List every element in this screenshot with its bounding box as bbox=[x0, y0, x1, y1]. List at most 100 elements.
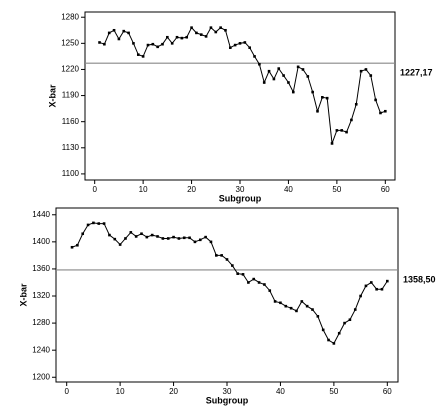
point bbox=[215, 254, 218, 257]
point bbox=[380, 287, 384, 291]
point bbox=[204, 235, 207, 239]
y-axis-label: X-bar bbox=[18, 283, 28, 307]
point bbox=[97, 222, 101, 225]
point bbox=[311, 308, 314, 311]
point bbox=[253, 55, 256, 58]
point bbox=[102, 222, 106, 225]
point bbox=[252, 277, 256, 281]
point bbox=[241, 273, 245, 276]
point bbox=[272, 77, 276, 81]
x-tick-label: 60 bbox=[383, 387, 392, 396]
x-tick-label: 10 bbox=[116, 387, 125, 396]
y-tick-label: 1440 bbox=[32, 210, 50, 219]
point bbox=[364, 68, 368, 71]
point bbox=[364, 284, 368, 288]
point bbox=[311, 90, 314, 94]
point bbox=[188, 236, 191, 240]
y-tick-label: 1160 bbox=[62, 117, 80, 126]
point bbox=[199, 33, 203, 36]
point bbox=[136, 53, 140, 56]
point bbox=[258, 62, 261, 66]
x-tick-label: 50 bbox=[329, 387, 338, 396]
point bbox=[209, 26, 213, 29]
y-tick-label: 1280 bbox=[32, 318, 50, 327]
y-tick-label: 1400 bbox=[32, 237, 50, 246]
point bbox=[151, 42, 155, 46]
point bbox=[386, 279, 389, 283]
point bbox=[198, 238, 202, 242]
point bbox=[301, 68, 305, 71]
point bbox=[229, 46, 232, 49]
point bbox=[325, 96, 329, 100]
point bbox=[348, 318, 352, 322]
y-tick-label: 1240 bbox=[32, 345, 50, 354]
point bbox=[243, 41, 247, 44]
point bbox=[161, 42, 164, 46]
point bbox=[193, 240, 197, 244]
point bbox=[220, 254, 223, 257]
point bbox=[384, 109, 387, 113]
point bbox=[359, 69, 363, 73]
point bbox=[268, 289, 272, 292]
point bbox=[354, 102, 358, 106]
y-tick-label: 1250 bbox=[61, 38, 79, 47]
x-tick-label: 20 bbox=[169, 387, 178, 396]
point bbox=[134, 235, 138, 238]
point bbox=[330, 142, 334, 145]
point bbox=[321, 328, 325, 332]
center-label: 1358,50 bbox=[403, 274, 436, 284]
point bbox=[350, 118, 353, 122]
point bbox=[156, 45, 159, 49]
point bbox=[150, 233, 154, 237]
point bbox=[248, 46, 251, 49]
x-tick-label: 0 bbox=[64, 387, 69, 396]
y-tick-label: 1220 bbox=[61, 65, 79, 74]
point bbox=[214, 30, 218, 34]
point bbox=[375, 287, 378, 291]
point bbox=[161, 237, 165, 240]
x-axis-label: Subgroup bbox=[219, 193, 262, 203]
plot-frame bbox=[55, 207, 399, 383]
y-tick-label: 1320 bbox=[32, 291, 50, 300]
point bbox=[369, 74, 373, 77]
point bbox=[284, 304, 288, 308]
point bbox=[76, 243, 79, 247]
y-tick-label: 1100 bbox=[62, 169, 80, 178]
x-tick-label: 20 bbox=[187, 185, 196, 194]
point bbox=[374, 98, 377, 102]
point bbox=[238, 42, 242, 45]
point bbox=[124, 237, 127, 240]
point bbox=[141, 55, 145, 58]
point bbox=[129, 231, 133, 234]
x-axis-label: Subgroup bbox=[206, 395, 249, 405]
point bbox=[327, 338, 330, 342]
point bbox=[209, 240, 213, 244]
point bbox=[262, 81, 266, 84]
point bbox=[180, 36, 184, 40]
point bbox=[289, 306, 293, 310]
y-axis-label: X-bar bbox=[47, 84, 57, 108]
x-tick-label: 40 bbox=[276, 387, 285, 396]
x-tick-label: 30 bbox=[236, 185, 245, 194]
point bbox=[306, 75, 310, 78]
point bbox=[321, 96, 324, 99]
x-tick-label: 50 bbox=[332, 185, 341, 194]
point bbox=[335, 129, 339, 132]
point bbox=[98, 41, 101, 44]
point bbox=[195, 31, 198, 35]
x-tick-label: 0 bbox=[92, 185, 97, 194]
point bbox=[112, 28, 116, 32]
point bbox=[277, 67, 281, 70]
y-tick-label: 1200 bbox=[32, 372, 50, 381]
point bbox=[343, 321, 346, 325]
point bbox=[170, 42, 174, 45]
point bbox=[103, 42, 106, 46]
point bbox=[353, 308, 357, 311]
point bbox=[172, 235, 175, 239]
point bbox=[247, 281, 250, 284]
point bbox=[166, 237, 170, 240]
point bbox=[182, 236, 186, 240]
point bbox=[146, 43, 150, 47]
point bbox=[156, 235, 159, 238]
